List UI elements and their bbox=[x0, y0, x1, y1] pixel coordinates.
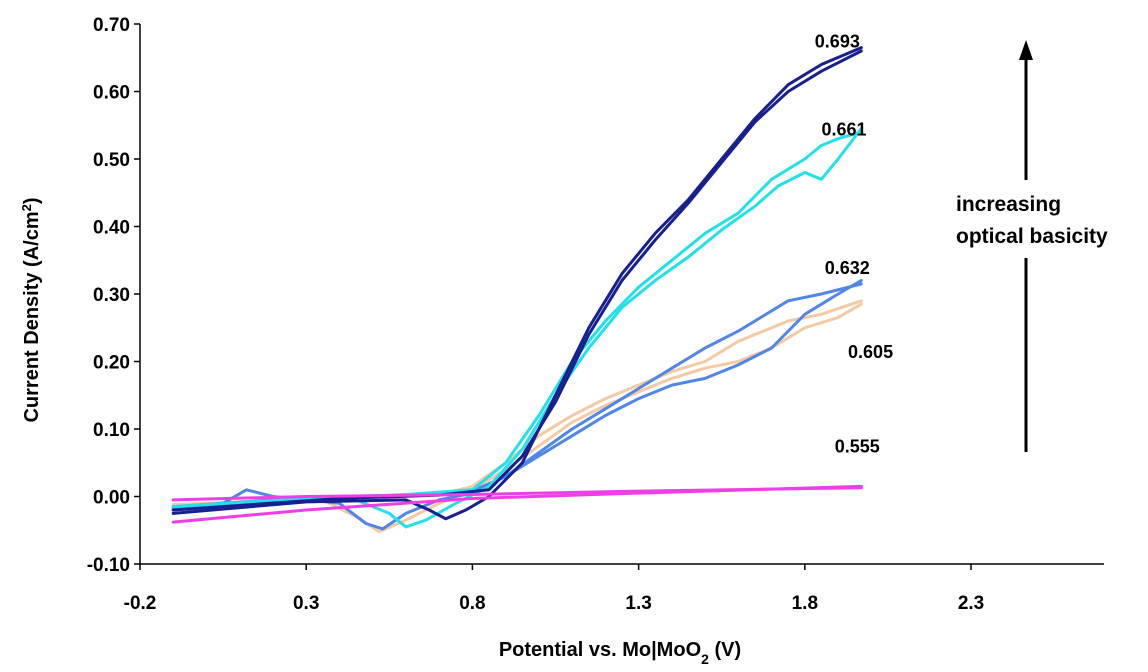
series-label: 0.632 bbox=[825, 258, 870, 278]
y-axis-title-sup: 2 bbox=[19, 204, 34, 211]
series-label: 0.661 bbox=[821, 119, 866, 139]
x-axis-title-main: Potential vs. Mo|MoO bbox=[499, 639, 701, 661]
series-labels: 0.605 0.632 0.661 0.693 0.555 bbox=[815, 32, 893, 457]
x-tick-label: 2.3 bbox=[958, 593, 984, 614]
y-tick-label: 0.40 bbox=[93, 218, 130, 239]
x-tick-label: 1.8 bbox=[792, 593, 818, 614]
series-layer bbox=[171, 46, 863, 534]
annotation-line-2: optical basicity bbox=[956, 225, 1108, 248]
series-label: 0.605 bbox=[848, 342, 893, 362]
y-tick-label: 0.00 bbox=[93, 488, 130, 509]
y-axis-title: Current Density (A/cm2) bbox=[19, 197, 44, 422]
series-0.632 bbox=[171, 279, 863, 531]
ticks: -0.10 0.00 0.10 0.20 0.30 0.40 0.50 0.60 0.70 -0.… bbox=[87, 15, 985, 614]
y-tick-label: 0.30 bbox=[93, 285, 130, 306]
series-line-reverse bbox=[171, 49, 863, 512]
y-tick-label: 0.10 bbox=[93, 420, 130, 441]
series-0.555 bbox=[171, 484, 863, 524]
x-axis-title-end: (V) bbox=[709, 639, 741, 661]
series-line-forward bbox=[171, 46, 863, 521]
series-line-forward bbox=[171, 127, 863, 529]
annotation-line-1: increasing bbox=[956, 193, 1061, 216]
x-axis-title-sub: 2 bbox=[701, 651, 709, 667]
series-line-reverse bbox=[171, 282, 863, 509]
axes bbox=[139, 24, 1104, 565]
x-tick-label: -0.2 bbox=[124, 593, 157, 614]
y-tick-label: 0.60 bbox=[93, 83, 130, 104]
series-line-reverse bbox=[171, 130, 863, 509]
x-tick-label: 0.8 bbox=[459, 593, 485, 614]
y-axis-title-main: Current Density (A/cm bbox=[21, 211, 43, 422]
y-tick-label: 0.50 bbox=[93, 150, 130, 171]
series-0.661 bbox=[171, 127, 863, 529]
series-label: 0.693 bbox=[815, 32, 860, 52]
series-label: 0.555 bbox=[835, 437, 880, 457]
x-tick-label: 1.3 bbox=[625, 593, 651, 614]
y-axis-title-end: ) bbox=[21, 197, 43, 204]
x-axis-title: Potential vs. Mo|MoO2 (V) bbox=[499, 639, 741, 667]
series-line-reverse bbox=[171, 299, 863, 507]
y-tick-label: -0.10 bbox=[87, 555, 130, 576]
series-line-reverse bbox=[171, 486, 863, 502]
basicity-annotation: increasing optical basicity bbox=[956, 40, 1108, 452]
y-tick-label: 0.20 bbox=[93, 353, 130, 374]
x-tick-label: 0.3 bbox=[293, 593, 319, 614]
arrow-head-icon bbox=[1019, 40, 1033, 60]
y-tick-label: 0.70 bbox=[93, 15, 130, 36]
